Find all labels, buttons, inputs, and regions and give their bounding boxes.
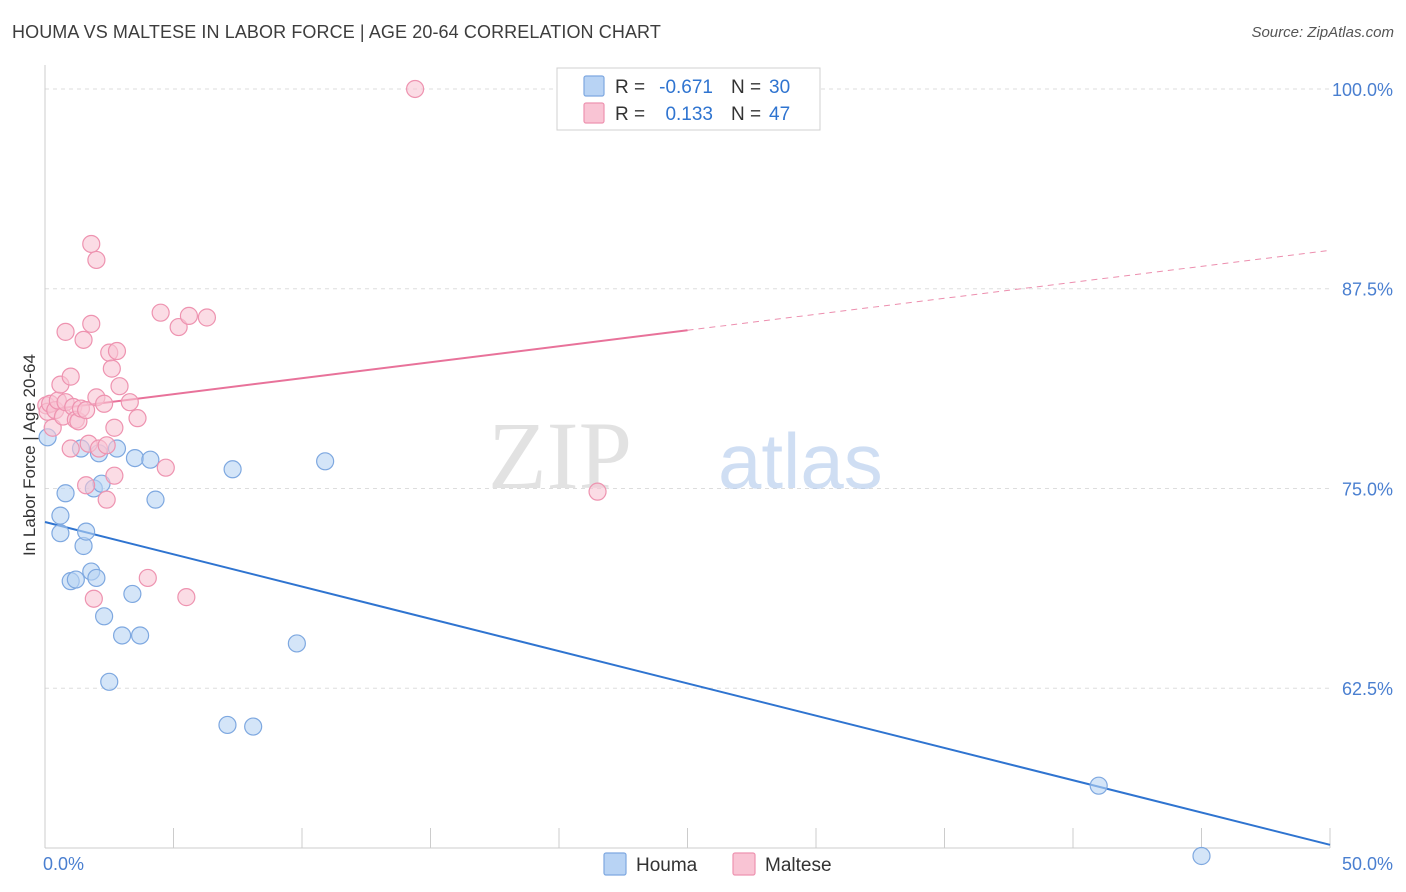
- maltese-point-31: [105, 466, 124, 485]
- y-tick-labels: 100.0% 87.5% 75.0% 62.5%: [1332, 80, 1393, 699]
- houma-point-25: [244, 717, 263, 736]
- maltese-r-label: R =: [615, 104, 645, 125]
- houma-point-26: [287, 634, 306, 653]
- data-points: [37, 79, 1211, 866]
- houma-n-label: N =: [731, 77, 761, 98]
- chart-title: HOUMA VS MALTESE IN LABOR FORCE | AGE 20…: [12, 22, 661, 42]
- watermark: ZIP atlas: [488, 402, 883, 509]
- maltese-swatch: [583, 102, 605, 124]
- maltese-n-value: 47: [769, 104, 790, 125]
- y-tick-label-1: 87.5%: [1342, 280, 1393, 300]
- watermark-zip: ZIP: [488, 402, 632, 509]
- houma-point-27: [316, 452, 335, 471]
- grid-lines: [45, 88, 1330, 689]
- maltese-point-44: [405, 79, 425, 99]
- houma-point-24: [223, 460, 242, 479]
- x-tick-label-0: 0.0%: [43, 854, 84, 874]
- y-tick-label-3: 62.5%: [1342, 679, 1393, 699]
- maltese-r-value: 0.133: [665, 104, 713, 125]
- maltese-point-37: [138, 568, 157, 588]
- maltese-point-23: [87, 250, 106, 270]
- houma-point-18: [123, 584, 142, 604]
- houma-point-15: [100, 672, 119, 691]
- maltese-point-34: [110, 377, 129, 396]
- houma-point-28: [1089, 776, 1108, 795]
- maltese-point-28: [97, 490, 116, 509]
- houma-point-22: [146, 490, 165, 509]
- maltese-point-40: [169, 317, 188, 337]
- houma-legend-swatch: [603, 852, 627, 876]
- houma-swatch: [583, 75, 605, 97]
- houma-r-label: R =: [615, 77, 645, 98]
- houma-point-21: [141, 450, 160, 469]
- maltese-trend-extension: [687, 249, 1331, 331]
- houma-point-8: [77, 522, 96, 541]
- maltese-legend-swatch: [732, 852, 756, 876]
- maltese-point-22: [84, 589, 103, 608]
- stats-legend: R = -0.671 N = 30 R = 0.133 N = 47: [556, 67, 821, 131]
- houma-point-29: [1192, 846, 1211, 866]
- maltese-point-18: [77, 401, 96, 420]
- watermark-atlas: atlas: [718, 417, 883, 505]
- houma-trend-line: [44, 521, 1331, 846]
- houma-point-19: [125, 448, 145, 468]
- maltese-point-35: [120, 393, 139, 412]
- maltese-point-26: [95, 394, 114, 413]
- maltese-point-20: [82, 234, 101, 254]
- maltese-point-38: [151, 303, 170, 322]
- source-credit: Source: ZipAtlas.com: [1251, 24, 1394, 41]
- maltese-point-43: [197, 308, 217, 327]
- maltese-point-17: [77, 476, 96, 495]
- houma-point-17: [112, 626, 132, 645]
- houma-point-14: [95, 607, 114, 626]
- maltese-point-27: [97, 436, 116, 455]
- maltese-point-45: [588, 482, 607, 501]
- houma-point-2: [51, 506, 70, 525]
- houma-r-value: -0.671: [659, 77, 713, 98]
- maltese-point-11: [61, 439, 80, 458]
- x-tick-label-1: 50.0%: [1342, 854, 1393, 874]
- houma-n-value: 30: [769, 77, 790, 98]
- houma-point-23: [218, 715, 237, 735]
- maltese-point-42: [179, 306, 199, 325]
- houma-point-3: [56, 484, 75, 503]
- houma-legend-label: Houma: [636, 855, 698, 876]
- maltese-legend-label: Maltese: [765, 855, 832, 876]
- maltese-point-9: [56, 322, 75, 341]
- y-tick-label-0: 100.0%: [1332, 80, 1393, 100]
- trend-lines: [44, 249, 1331, 846]
- maltese-point-32: [105, 418, 124, 437]
- houma-point-1: [51, 524, 70, 543]
- y-tick-label-2: 75.0%: [1342, 479, 1393, 499]
- maltese-point-10: [61, 367, 80, 386]
- maltese-point-3: [43, 418, 62, 437]
- maltese-point-36: [128, 409, 147, 428]
- houma-point-5: [66, 570, 85, 589]
- y-axis-title: In Labor Force | Age 20-64: [20, 354, 39, 556]
- maltese-point-30: [102, 359, 121, 378]
- maltese-trend-line: [44, 329, 688, 412]
- bottom-legend: Houma Maltese: [603, 852, 832, 876]
- maltese-point-33: [107, 341, 127, 361]
- maltese-n-label: N =: [731, 104, 761, 125]
- houma-point-11: [87, 568, 106, 588]
- axes: [44, 65, 1331, 849]
- x-tick-labels: 0.0% 50.0%: [43, 854, 1393, 874]
- maltese-point-16: [74, 330, 93, 349]
- maltese-point-39: [156, 458, 175, 477]
- maltese-point-41: [177, 588, 196, 607]
- maltese-point-21: [82, 314, 101, 333]
- houma-point-20: [130, 626, 150, 645]
